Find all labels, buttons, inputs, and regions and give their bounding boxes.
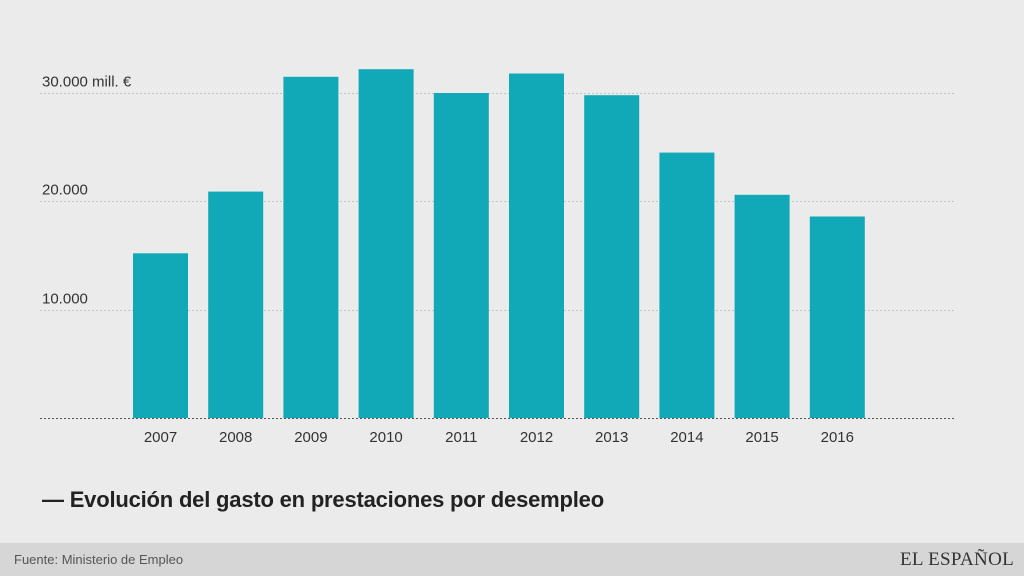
x-tick-label: 2009 <box>294 429 327 446</box>
bar-2015 <box>734 194 790 418</box>
x-tick-label: 2010 <box>369 429 402 446</box>
bar-2016 <box>809 216 865 418</box>
x-tick-label: 2011 <box>445 429 477 446</box>
bar-2013 <box>584 95 640 418</box>
bar-2012 <box>509 73 564 418</box>
bar-2014 <box>659 152 715 418</box>
footer: Fuente: Ministerio de Empleo EL ESPAÑOL <box>0 543 1024 576</box>
x-axis-labels: 2007 2008 2009 2010 2011 2012 2013 2014 2015 2016 <box>144 429 854 446</box>
y-axis-labels: 10.000 20.000 30.000 mill. € <box>42 74 132 308</box>
y-tick-label: 30.000 mill. € <box>42 74 132 91</box>
bar-2010 <box>358 69 414 418</box>
bar-2011 <box>433 93 489 418</box>
y-tick-label: 20.000 <box>42 182 88 199</box>
x-tick-label: 2014 <box>670 429 703 446</box>
bar-2007 <box>133 253 188 418</box>
y-tick-label: 10.000 <box>42 291 88 308</box>
chart-title: — Evolución del gasto en prestaciones po… <box>42 487 604 512</box>
brand-logo: EL ESPAÑOL <box>899 549 1014 570</box>
bars <box>133 69 865 419</box>
grid-lines <box>40 93 955 311</box>
bar-2009 <box>283 76 339 419</box>
x-tick-label: 2012 <box>520 429 553 446</box>
x-tick-label: 2008 <box>219 429 252 446</box>
bar-2008 <box>208 191 264 418</box>
x-tick-label: 2015 <box>745 429 778 446</box>
source-text: Fuente: Ministerio de Empleo <box>14 552 184 567</box>
x-tick-label: 2016 <box>821 429 854 446</box>
x-tick-label: 2013 <box>595 429 628 446</box>
x-tick-label: 2007 <box>144 429 177 446</box>
